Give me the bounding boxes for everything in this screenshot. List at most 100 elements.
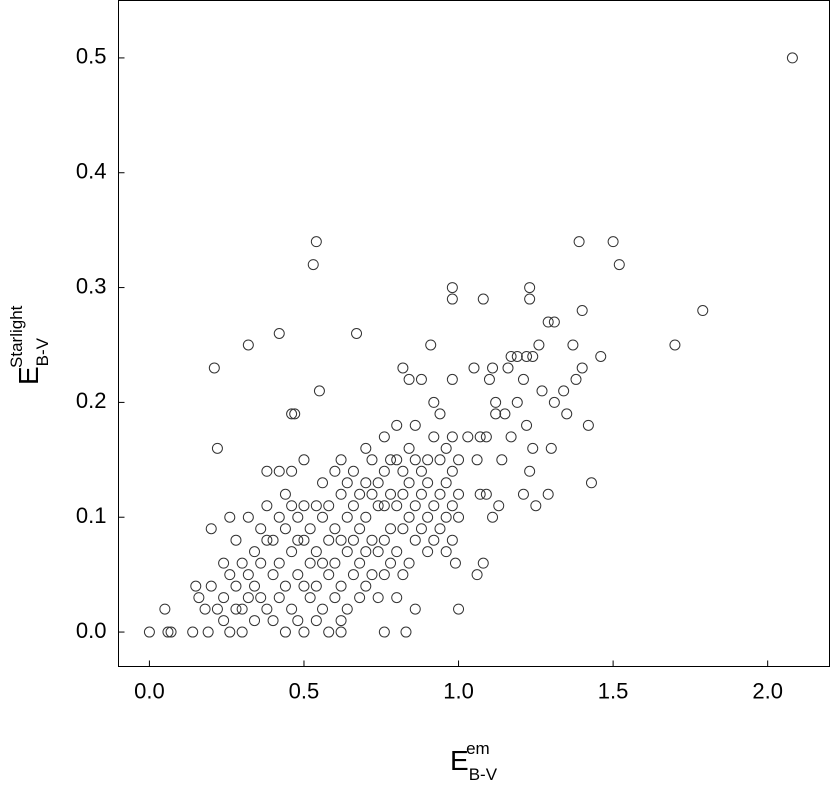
data-point — [351, 328, 363, 339]
data-point — [372, 500, 384, 512]
data-point — [224, 569, 236, 581]
data-point — [372, 477, 384, 489]
data-point — [372, 592, 384, 604]
data-point — [329, 557, 341, 569]
data-point — [335, 488, 347, 500]
data-point — [224, 626, 236, 638]
data-point — [415, 488, 427, 500]
data-point — [279, 580, 291, 592]
data-point — [323, 569, 335, 581]
data-point — [298, 500, 310, 512]
data-point — [397, 465, 409, 477]
data-point — [524, 293, 536, 305]
data-point — [415, 373, 427, 385]
data-point — [409, 603, 421, 615]
data-point — [490, 408, 502, 420]
data-point — [533, 339, 545, 351]
data-point — [446, 465, 458, 477]
data-point — [409, 534, 421, 546]
x-axis-label: EB-V em — [450, 739, 498, 784]
data-point — [391, 419, 403, 431]
data-point — [462, 431, 474, 443]
data-point — [669, 339, 681, 351]
data-point — [511, 350, 523, 362]
data-point — [273, 328, 285, 339]
data-point — [187, 626, 199, 638]
data-point — [403, 373, 415, 385]
data-point — [366, 569, 378, 581]
data-point — [468, 362, 480, 374]
data-point — [273, 557, 285, 569]
data-point — [471, 454, 483, 466]
x-label-sup: em — [466, 739, 490, 758]
data-point — [428, 431, 440, 443]
data-point — [378, 569, 390, 581]
data-point — [273, 511, 285, 523]
data-point — [570, 373, 582, 385]
x-tick-label: 1.0 — [443, 678, 474, 703]
x-tick-label: 2.0 — [752, 678, 783, 703]
data-point — [304, 557, 316, 569]
data-point — [354, 592, 366, 604]
data-point — [499, 408, 511, 420]
data-point — [530, 500, 542, 512]
data-point — [249, 580, 261, 592]
data-point — [697, 305, 709, 317]
data-point — [446, 373, 458, 385]
data-point — [267, 534, 279, 546]
data-point — [317, 557, 329, 569]
data-point — [453, 488, 465, 500]
data-point — [286, 465, 298, 477]
data-point — [613, 259, 625, 271]
data-point — [582, 419, 594, 431]
data-point — [502, 362, 514, 374]
data-point — [242, 339, 254, 351]
data-point — [366, 534, 378, 546]
data-point — [524, 465, 536, 477]
data-point — [517, 488, 529, 500]
data-point — [397, 569, 409, 581]
data-point — [493, 500, 505, 512]
data-point — [378, 431, 390, 443]
data-point — [335, 534, 347, 546]
data-point — [385, 488, 397, 500]
data-point — [505, 431, 517, 443]
data-point — [366, 488, 378, 500]
data-point — [317, 477, 329, 489]
data-point — [292, 534, 304, 546]
data-point — [385, 454, 397, 466]
data-point — [286, 408, 298, 420]
data-point — [202, 626, 214, 638]
data-point — [310, 546, 322, 558]
data-point — [218, 592, 230, 604]
x-label-sub: B-V — [469, 765, 498, 784]
data-point — [548, 316, 560, 328]
data-point — [255, 592, 267, 604]
y-tick-label: 0.2 — [76, 388, 107, 413]
data-point — [378, 626, 390, 638]
data-point — [378, 500, 390, 512]
data-point — [205, 580, 217, 592]
data-point — [236, 603, 248, 615]
data-point — [403, 442, 415, 454]
y-label-sub: B-V — [33, 337, 52, 366]
data-point — [446, 431, 458, 443]
data-point — [286, 500, 298, 512]
data-point — [341, 477, 353, 489]
data-point — [505, 350, 517, 362]
data-point — [273, 465, 285, 477]
data-point — [360, 580, 372, 592]
data-point — [360, 477, 372, 489]
data-point — [403, 477, 415, 489]
x-label-base: E — [450, 745, 469, 776]
data-point — [193, 592, 205, 604]
data-point — [341, 511, 353, 523]
data-point — [542, 488, 554, 500]
data-point — [477, 557, 489, 569]
data-point — [422, 546, 434, 558]
data-point — [409, 419, 421, 431]
y-tick-label: 0.1 — [76, 503, 107, 528]
y-tick-label: 0.3 — [76, 273, 107, 298]
data-point — [378, 465, 390, 477]
